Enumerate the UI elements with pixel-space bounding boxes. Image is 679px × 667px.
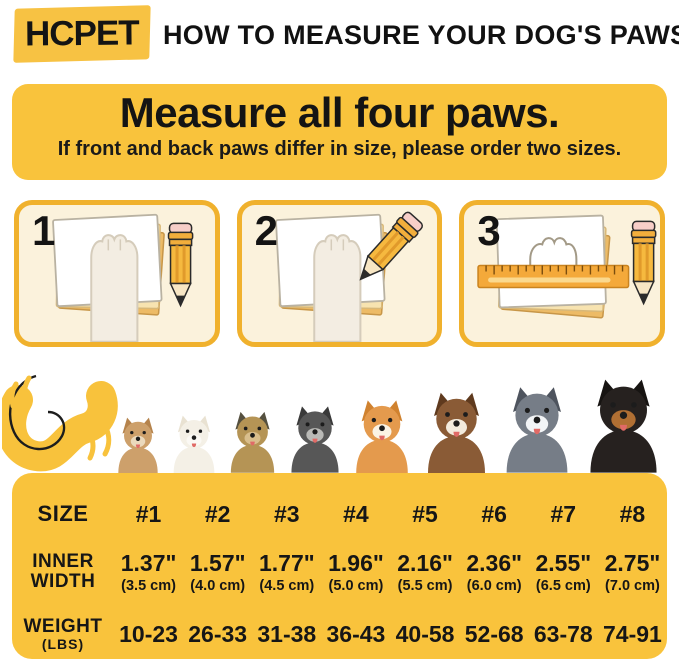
size-value: #1 — [135, 500, 162, 527]
page-title: HOW TO MEASURE YOUR DOG'S PAWS — [163, 20, 679, 50]
row-label-lbs: (LBS) — [41, 635, 85, 652]
size-value: #2 — [204, 500, 231, 527]
step2-illustration — [274, 211, 423, 342]
size-value: #7 — [550, 500, 577, 527]
ruler-icon — [477, 264, 630, 289]
step-number: 2 — [254, 207, 279, 254]
inner-width-cell: 2.55" (6.5 cm) — [535, 550, 592, 594]
size-value: #3 — [274, 500, 300, 527]
row-label-inner-width: INNER WIDTH — [12, 552, 114, 592]
inner-width-cell: 1.77" (4.5 cm) — [258, 550, 315, 594]
size-value: #8 — [619, 500, 646, 527]
dog-paw-icon — [312, 234, 362, 342]
row-label-weight-text: WEIGHT — [23, 615, 103, 637]
size-value: #4 — [343, 500, 369, 527]
weight-value: 36-43 — [326, 620, 386, 647]
size-chart-row-inner-width: INNER WIDTH 1.37" (3.5 cm) 1.57" (4.0 cm) … — [12, 539, 667, 605]
size-chart: SIZE #1 #2 #3 #4 #5 #6 #7 #8 INNER WIDTH… — [12, 473, 667, 659]
weight-value: 52-68 — [464, 620, 524, 647]
pencil-icon — [359, 211, 423, 281]
size-value: #6 — [481, 500, 507, 527]
step-number: 1 — [32, 207, 56, 254]
weight-value: 31-38 — [257, 620, 317, 647]
measure-steps: 1 — [14, 200, 666, 347]
weight-value: 40-58 — [395, 620, 455, 647]
dog-photo-miniature-schnauzer — [284, 403, 346, 473]
pencil-icon — [631, 220, 657, 306]
inner-width-cell: 1.96" (5.0 cm) — [328, 550, 384, 594]
inner-width-cell: 1.57" (4.0 cm) — [189, 550, 246, 594]
row-label-inner: INNER — [32, 551, 94, 573]
paw-outline-icon — [529, 237, 578, 282]
dog-photo-chihuahua — [112, 415, 164, 473]
step3-illustration — [477, 214, 657, 319]
size-chart-row-weight: WEIGHT (LBS) 10-23 26-33 31-38 36-43 40-… — [12, 609, 667, 659]
pencil-icon — [167, 222, 194, 308]
dog-photo-rottweiler — [580, 375, 667, 473]
step-panel-2: 2 — [236, 200, 443, 347]
step-panel-1: 1 — [14, 200, 220, 347]
dog-photo-australian-shepherd — [419, 389, 494, 473]
weight-value: 26-33 — [188, 620, 248, 647]
hero-subtitle: If front and back paws differ in size, p… — [57, 138, 622, 160]
step-panel-3: 3 — [459, 200, 666, 347]
dog-photo-shiba-inu — [348, 397, 416, 473]
inner-width-cell: 2.16" (5.5 cm) — [397, 550, 453, 594]
inner-width-cell: 2.36" (6.0 cm) — [466, 550, 523, 594]
weight-value: 63-78 — [533, 620, 593, 647]
step1-illustration — [52, 213, 194, 342]
paw-swoosh-icon — [2, 374, 118, 472]
hero-banner: Measure all four paws. If front and back… — [12, 84, 667, 180]
weight-value: 74-91 — [603, 620, 662, 647]
dog-photo-yorkshire-terrier — [224, 409, 281, 473]
row-label-weight: WEIGHT (LBS) — [12, 615, 114, 652]
weight-value: 10-23 — [119, 620, 178, 647]
row-label-size: SIZE — [37, 501, 89, 527]
row-label-width: WIDTH — [30, 571, 96, 592]
brand-logo: HCPET — [13, 5, 151, 63]
brand-logo-text: HCPET — [25, 13, 139, 54]
dog-photo-bichon-frise — [167, 413, 221, 473]
size-chart-row-size: SIZE #1 #2 #3 #4 #5 #6 #7 #8 — [12, 489, 667, 539]
hero-title: Measure all four paws. — [119, 89, 560, 136]
dogs-row — [112, 375, 667, 473]
inner-width-cell: 1.37" (3.5 cm) — [120, 550, 177, 594]
step-number: 3 — [477, 207, 501, 254]
inner-width-cell: 2.75" (7.0 cm) — [604, 550, 661, 594]
dog-paw-icon — [90, 234, 139, 342]
dog-photo-siberian-husky — [497, 383, 577, 473]
size-value: #5 — [412, 500, 438, 527]
